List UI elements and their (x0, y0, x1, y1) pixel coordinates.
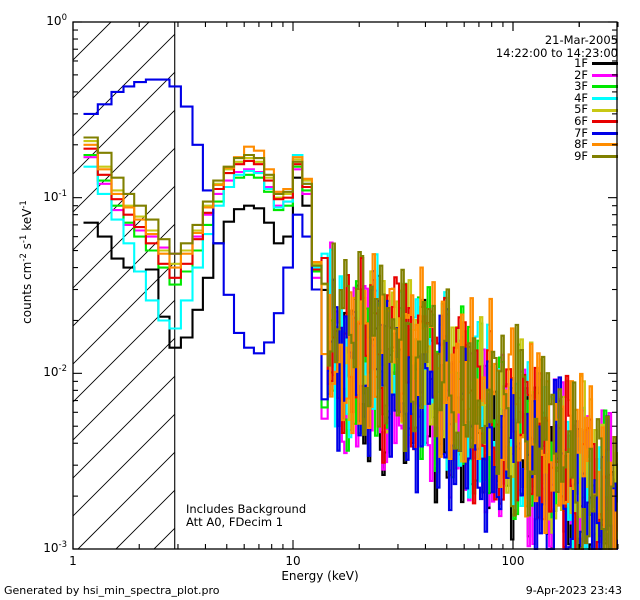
annotation-line-2: Att A0, FDecim 1 (186, 514, 284, 529)
ylabel-text: counts cm (20, 261, 34, 324)
ylabel-text: s (20, 243, 34, 254)
y-tick-label: 100 (11, 14, 67, 28)
y-tick-label: 10-2 (11, 365, 67, 379)
legend: 1F 2F 3F 4F 5F 6F 7F 8F 9F (574, 56, 618, 163)
footer-generator: Generated by hsi_min_spectra_plot.pro (4, 584, 220, 597)
legend-item-2f[interactable]: 2F (574, 67, 618, 82)
legend-label: 6F (574, 113, 588, 128)
x-tick-label: 100 (501, 554, 525, 568)
legend-color-swatch (592, 85, 618, 89)
footer-timestamp: 9-Apr-2023 23:43 (525, 584, 622, 597)
legend-label: 7F (574, 125, 588, 140)
spectra-series-group (83, 78, 625, 551)
series-line-9f (83, 136, 625, 551)
y-tick-label: 10-1 (11, 188, 67, 204)
legend-color-swatch (592, 131, 618, 135)
legend-color-swatch (592, 108, 618, 112)
legend-label: 2F (574, 67, 588, 82)
annotation-line-1: Includes Background (186, 502, 307, 516)
legend-item-4f[interactable]: 4F (574, 90, 618, 105)
ylabel-exponent: -1 (19, 234, 29, 244)
y-tick-label: 10-3 (11, 541, 67, 555)
y-tick-base: 10 (43, 365, 59, 380)
legend-label: 5F (574, 102, 588, 117)
legend-label: 1F (574, 56, 588, 70)
legend-item-1f[interactable]: 1F (574, 56, 618, 70)
x-tick-label: 1 (69, 554, 77, 568)
y-tick-exponent: -3 (58, 540, 67, 550)
x-axis-label: Energy (keV) (281, 569, 359, 583)
plot-frame (72, 21, 618, 550)
y-tick-exponent: 0 (61, 13, 67, 23)
y-tick-base: 10 (46, 14, 62, 28)
legend-color-swatch (592, 97, 618, 101)
axis-ticks (72, 21, 619, 550)
observation-time-range: 14:22:00 to 14:23:00 (495, 46, 618, 60)
legend-label: 4F (574, 90, 588, 105)
legend-label: 9F (574, 148, 588, 163)
hatched-exclusion-region (73, 22, 175, 549)
legend-item-5f[interactable]: 5F (574, 104, 618, 116)
legend-color-swatch (592, 62, 618, 66)
ylabel-exponent: -2 (19, 253, 29, 262)
legend-color-swatch (592, 143, 618, 147)
series-line-8f (83, 143, 625, 551)
observation-date: 21-Mar-2005 (544, 33, 618, 47)
y-tick-base: 10 (43, 189, 59, 204)
legend-color-swatch (592, 73, 618, 77)
legend-item-6f[interactable]: 6F (574, 113, 618, 128)
legend-color-swatch (592, 155, 618, 159)
legend-item-9f[interactable]: 9F (574, 148, 618, 163)
legend-label: 8F (574, 137, 588, 152)
legend-item-7f[interactable]: 7F (574, 125, 618, 140)
legend-item-8f[interactable]: 8F (574, 139, 618, 151)
legend-item-3f[interactable]: 3F (574, 81, 618, 93)
plot-annotation: Includes Background Att A0, FDecim 1 (186, 503, 306, 528)
y-tick-base: 10 (43, 541, 59, 555)
legend-color-swatch (592, 120, 618, 124)
legend-label: 3F (574, 79, 588, 94)
y-tick-exponent: -2 (58, 364, 67, 375)
ylabel-text: keV (20, 208, 34, 235)
y-tick-exponent: -1 (58, 188, 67, 199)
x-tick-label: 10 (285, 554, 301, 568)
